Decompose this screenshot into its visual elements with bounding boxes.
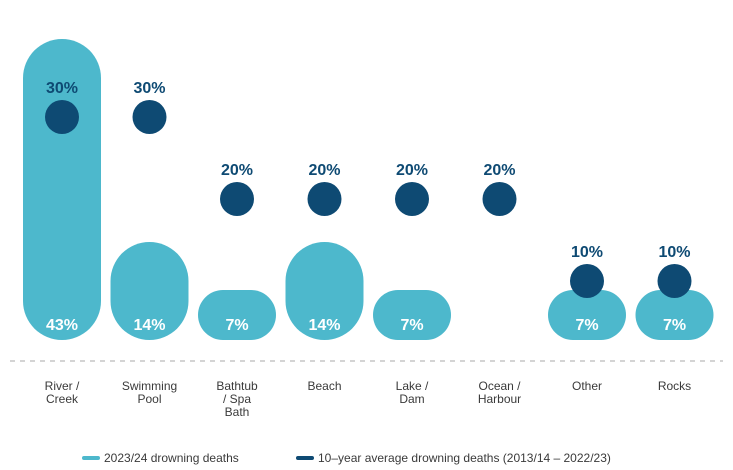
avg-dot bbox=[45, 100, 79, 134]
category-label-line: Bath bbox=[225, 405, 250, 419]
avg-dot bbox=[570, 264, 604, 298]
category-label-line: Rocks bbox=[658, 379, 691, 393]
category-label: Lake / Dam bbox=[396, 379, 429, 406]
avg-dot bbox=[132, 100, 167, 134]
bar bbox=[548, 290, 626, 340]
avg-dot bbox=[482, 182, 517, 216]
bar-value-label: 43% bbox=[46, 317, 78, 334]
avg-value-label: 20% bbox=[221, 162, 253, 179]
bar-value-label: 14% bbox=[308, 317, 340, 334]
avg-dot bbox=[220, 182, 254, 216]
category-label-line: Ocean / bbox=[478, 379, 521, 393]
bar bbox=[110, 242, 189, 340]
legend-label-dots: 10–year average drowning deaths (2013/14… bbox=[318, 451, 611, 465]
category-label-line: / Spa bbox=[223, 392, 251, 406]
avg-value-label: 10% bbox=[571, 244, 603, 261]
avg-dot bbox=[307, 182, 342, 216]
category-label: Bathtub / Spa Bath bbox=[216, 379, 258, 419]
category-label: River / Creek bbox=[45, 379, 80, 406]
category-label: Beach bbox=[307, 379, 341, 393]
category-labels-group: River / Creek Swimming Pool Bathtub / Spa Bath… bbox=[45, 379, 692, 419]
legend-label-bars: 2023/24 drowning deaths bbox=[104, 451, 239, 465]
category-label-line: Other bbox=[572, 379, 602, 393]
category-label-line: Lake / bbox=[396, 379, 429, 393]
avg-value-label: 10% bbox=[658, 244, 690, 261]
bar bbox=[285, 242, 364, 340]
bar-value-label: 7% bbox=[575, 317, 598, 334]
category-label-line: Pool bbox=[137, 392, 161, 406]
bar bbox=[23, 39, 101, 340]
bar-value-label: 7% bbox=[400, 317, 423, 334]
avg-value-label: 20% bbox=[483, 162, 515, 179]
avg-value-label: 20% bbox=[396, 162, 428, 179]
category-label: Swimming Pool bbox=[122, 379, 177, 406]
avg-value-label: 20% bbox=[308, 162, 340, 179]
dots-group: 30% 30% 20% 20% 20% 20% 10% 10% bbox=[45, 80, 692, 298]
category-label-line: Beach bbox=[307, 379, 341, 393]
bar bbox=[198, 290, 276, 340]
category-label: Other bbox=[572, 379, 602, 393]
category-label-line: Dam bbox=[399, 392, 424, 406]
bars-group: 43% 14% 7% 14% 7% 7% 7% bbox=[23, 39, 714, 340]
category-label-line: Harbour bbox=[478, 392, 521, 406]
category-label-line: Bathtub bbox=[216, 379, 258, 393]
avg-value-label: 30% bbox=[133, 80, 165, 97]
avg-dot bbox=[395, 182, 429, 216]
legend: 2023/24 drowning deaths 10–year average d… bbox=[82, 451, 611, 465]
avg-dot bbox=[657, 264, 692, 298]
bar bbox=[373, 290, 451, 340]
bar-value-label: 7% bbox=[663, 317, 686, 334]
bar-value-label: 7% bbox=[225, 317, 248, 334]
bar-value-label: 14% bbox=[133, 317, 165, 334]
category-label-line: Swimming bbox=[122, 379, 177, 393]
category-label-line: Creek bbox=[46, 392, 79, 406]
category-label-line: River / bbox=[45, 379, 80, 393]
avg-value-label: 30% bbox=[46, 80, 78, 97]
category-label: Ocean / Harbour bbox=[478, 379, 521, 406]
category-label: Rocks bbox=[658, 379, 691, 393]
bar bbox=[635, 290, 714, 340]
